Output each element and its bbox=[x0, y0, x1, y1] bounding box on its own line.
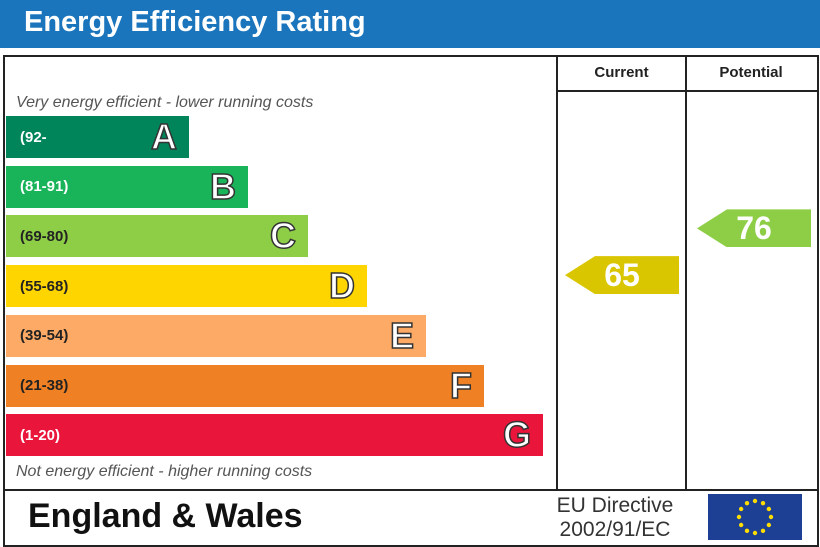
eu-directive: EU Directive 2002/91/EC bbox=[530, 494, 700, 542]
bar-range: (21-38) bbox=[20, 377, 69, 394]
star-icon bbox=[766, 522, 772, 528]
bar-range: (55-68) bbox=[20, 277, 69, 295]
potential-rating-value: 76 bbox=[736, 209, 772, 246]
potential-header: Potential bbox=[719, 64, 783, 81]
star-icon bbox=[736, 514, 742, 520]
divider bbox=[556, 90, 817, 92]
rating-bar-e: (39-54) E bbox=[6, 314, 426, 357]
star-icon bbox=[752, 530, 758, 536]
bar-letter: A bbox=[150, 115, 178, 158]
bottom-note: Not energy efficient - higher running co… bbox=[16, 463, 313, 480]
bar-range: (81-91) bbox=[20, 178, 69, 196]
page-title: Energy Efficiency Rating bbox=[24, 6, 366, 38]
bar-letter: E bbox=[389, 314, 415, 357]
bar-letter: C bbox=[269, 215, 297, 258]
star-icon bbox=[738, 506, 744, 512]
star-icon bbox=[744, 528, 750, 534]
rating-bar-a: (92- A bbox=[6, 115, 189, 158]
bar-letter: G bbox=[502, 413, 532, 456]
title-bar bbox=[0, 0, 820, 48]
star-icon bbox=[744, 500, 750, 506]
divider bbox=[3, 489, 817, 491]
star-icon bbox=[768, 514, 774, 520]
rating-bar-b: (81-91) B bbox=[6, 165, 248, 208]
rating-bar-f: (21-38) F bbox=[6, 364, 484, 407]
bar-letter: D bbox=[328, 264, 356, 307]
bar-range: (39-54) bbox=[20, 327, 69, 345]
current-header: Current bbox=[594, 64, 649, 81]
chart-frame bbox=[3, 55, 819, 547]
bar-letter: F bbox=[449, 364, 473, 407]
bar-letter: B bbox=[209, 165, 237, 208]
top-note: Very energy efficient - lower running co… bbox=[16, 94, 314, 111]
region-label: England & Wales bbox=[28, 497, 303, 535]
bar-range: (1-20) bbox=[20, 426, 61, 444]
star-icon bbox=[738, 522, 744, 528]
star-icon bbox=[752, 498, 758, 504]
bar-range: (92- bbox=[20, 128, 47, 146]
current-rating-value: 65 bbox=[604, 256, 640, 293]
star-icon bbox=[760, 528, 766, 534]
rating-bar-d: (55-68) D bbox=[6, 264, 367, 308]
divider bbox=[685, 55, 687, 491]
directive-line1: EU Directive bbox=[556, 494, 674, 517]
star-icon bbox=[766, 506, 772, 512]
rating-bar-c: (69-80) C bbox=[6, 215, 308, 258]
divider bbox=[556, 55, 558, 491]
rating-bar-g: (1-20) G bbox=[6, 413, 543, 457]
star-icon bbox=[760, 500, 766, 506]
bar-range: (69-80) bbox=[20, 227, 69, 245]
eu-flag-icon bbox=[708, 494, 802, 540]
directive-line2: 2002/91/EC bbox=[559, 518, 671, 541]
